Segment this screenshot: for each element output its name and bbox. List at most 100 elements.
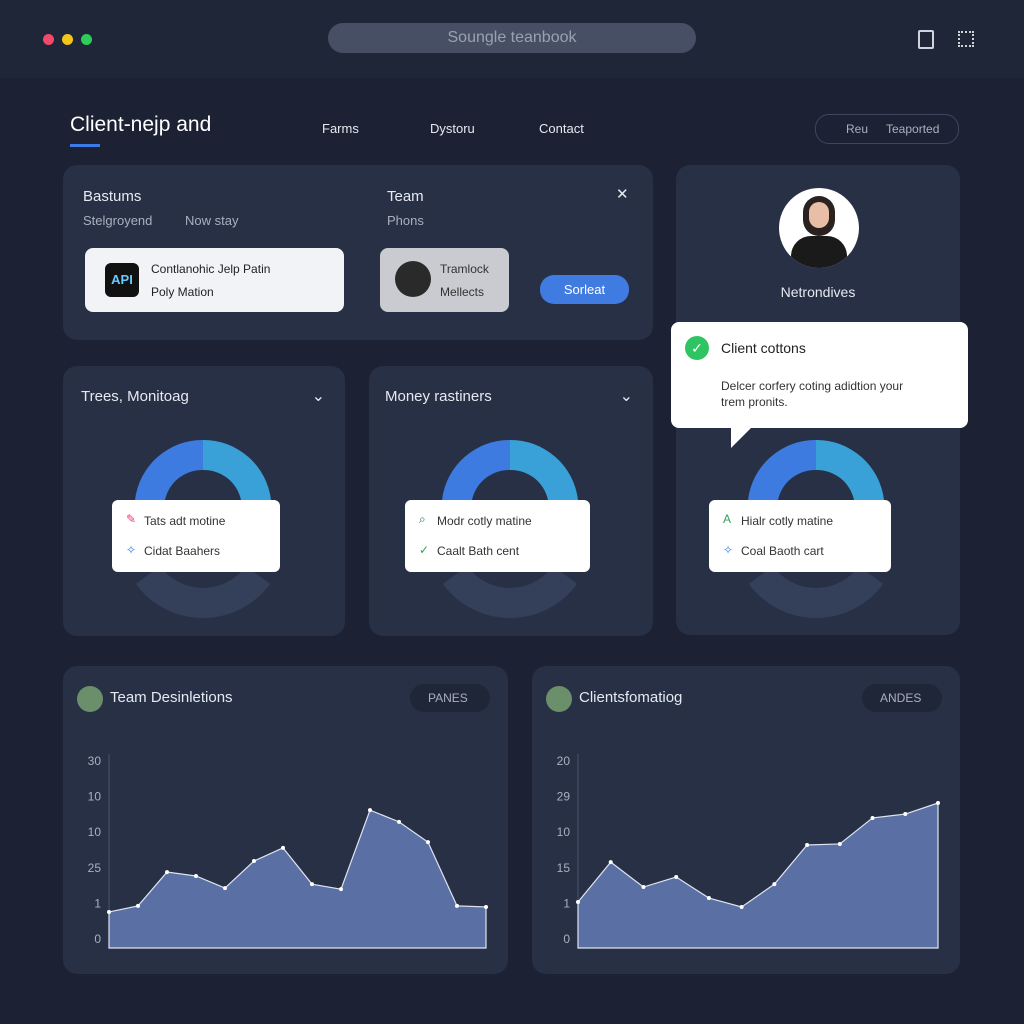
point (837, 841, 842, 846)
y-tick-label: 0 (94, 932, 101, 946)
point (368, 808, 372, 813)
point (870, 815, 875, 820)
legend-item: Hialr cotly matine (741, 514, 834, 528)
point (484, 904, 488, 909)
legend-item: Tats adt motine (144, 514, 226, 528)
area (577, 802, 939, 949)
point (641, 885, 646, 890)
item-line: Poly Mation (151, 285, 214, 299)
point (772, 882, 777, 887)
chart-title: Team Desinletions (110, 689, 233, 706)
nav-link[interactable]: Contact (539, 121, 584, 136)
point (805, 843, 810, 848)
dot[interactable] (81, 34, 92, 45)
point (706, 896, 711, 901)
point (223, 886, 227, 891)
top-bar: Soungle teanbook (0, 0, 1024, 78)
y-tick-label: 0 (563, 932, 570, 946)
point (936, 801, 940, 806)
search-bar[interactable]: Soungle teanbook (328, 23, 696, 53)
y-tick-label: 20 (557, 754, 571, 768)
point (426, 840, 430, 845)
chart-card: Clientsfomatiog ANDES 20 29 10 15 1 0 (532, 666, 960, 974)
popup-text: Delcer corfery coting adidtion your trem… (721, 379, 904, 409)
search-pill[interactable]: Reu Teaported (815, 114, 959, 144)
dot[interactable] (43, 34, 54, 45)
point (397, 819, 401, 824)
item-line: Contlanohic Jelp Patin (151, 262, 271, 276)
icon[interactable] (958, 31, 974, 47)
area (108, 809, 487, 949)
icon[interactable] (918, 30, 934, 49)
avatar (546, 686, 572, 712)
y-tick-label: 10 (557, 825, 571, 839)
point (310, 882, 314, 887)
point (903, 812, 908, 817)
legend: ⌕ Modr cotly matine ✓ Caalt Bath cent (405, 500, 590, 572)
avatar (77, 686, 103, 712)
heading: Trees, Monitoag (81, 388, 189, 405)
point (576, 899, 580, 904)
profile-name: Netrondives (780, 284, 856, 300)
underline (70, 144, 100, 147)
check-icon: ✓ (685, 336, 709, 360)
legend: ✎ Tats adt motine ✧ Cidat Baahers (112, 500, 280, 572)
app-icon: API (105, 263, 139, 297)
item-card[interactable]: API Contlanohic Jelp Patin Poly Mation (85, 248, 344, 312)
nav-link[interactable]: Dystoru (430, 121, 475, 136)
y-tick-label: 25 (88, 861, 102, 875)
legend-item: Caalt Bath cent (437, 544, 520, 558)
page-title: Client-nejp and (70, 113, 212, 136)
y-tick-label: 1 (563, 896, 570, 910)
popup-title: Client cottons (721, 340, 806, 356)
dropdown[interactable]: PANES (410, 684, 490, 712)
point (252, 859, 256, 864)
popup: ✓ Client cottons Delcer corfery coting a… (671, 322, 968, 448)
chart-card: Team Desinletions PANES 30 10 10 25 1 0 (63, 666, 508, 974)
heading: Bastums (83, 188, 142, 205)
avatar (779, 188, 859, 268)
subtext: Stelgroyend (83, 213, 153, 228)
popup-tail (731, 426, 753, 448)
legend-item: Coal Baoth cart (741, 544, 824, 558)
legend-item: Cidat Baahers (144, 544, 221, 558)
point (165, 870, 169, 875)
point (455, 903, 459, 908)
chevron[interactable]: ⌄ (619, 388, 633, 405)
chevron[interactable]: ⌄ (311, 388, 325, 405)
nav-link[interactable]: Farms (322, 121, 359, 136)
point (136, 903, 140, 908)
item-card[interactable]: Tramlock Mellects (380, 248, 509, 312)
y-tick-label: 29 (557, 790, 571, 804)
point (739, 904, 744, 909)
heading: Money rastiners (385, 388, 492, 405)
dropdown[interactable]: ANDES (862, 684, 942, 712)
avatar (395, 261, 431, 297)
point (674, 875, 679, 880)
legend-item: Modr cotly matine (437, 514, 532, 528)
y-tick-label: 1 (94, 896, 101, 910)
point (107, 909, 111, 914)
subtext: Phons (387, 213, 424, 228)
legend: A Hialr cotly matine ✧ Coal Baoth cart (709, 500, 891, 572)
item-line: Mellects (440, 285, 485, 299)
y-tick-label: 15 (557, 861, 571, 875)
chart-title: Clientsfomatiog (579, 689, 683, 706)
point (608, 860, 613, 865)
item-line: Tramlock (440, 262, 489, 276)
point (194, 873, 198, 878)
pill-text: Reu (846, 122, 869, 136)
subtext: Now stay (185, 213, 239, 228)
point (281, 845, 285, 850)
y-tick-label: 30 (88, 754, 102, 768)
y-tick-label: 10 (88, 825, 102, 839)
point (339, 887, 343, 892)
close-icon[interactable]: ✕ (616, 186, 629, 203)
pill-text: Teaported (886, 122, 940, 136)
overview-card: Bastums Stelgroyend Now stay API Contlan… (63, 165, 653, 340)
button[interactable]: Sorleat (540, 275, 629, 304)
dot[interactable] (62, 34, 73, 45)
